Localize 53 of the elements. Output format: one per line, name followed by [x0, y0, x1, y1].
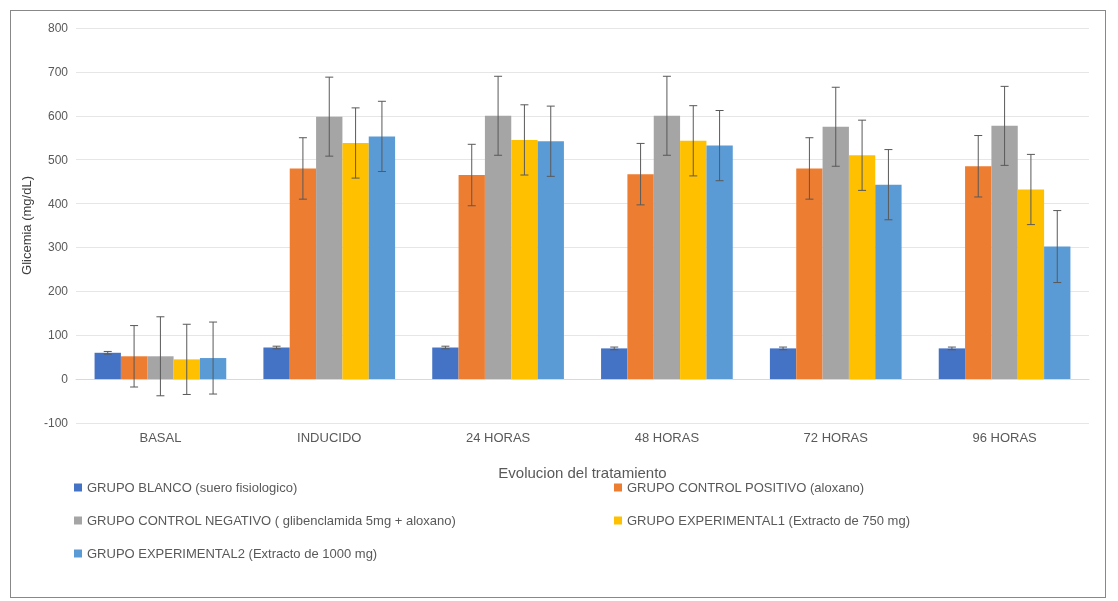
bar	[938, 348, 966, 380]
x-tick-label: 48 HORAS	[634, 430, 700, 445]
bar	[173, 359, 200, 380]
bar	[316, 116, 343, 380]
legend-label: GRUPO EXPERIMENTAL2 (Extracto de 1000 mg)	[87, 546, 378, 561]
x-tick-label: 72 HORAS	[803, 430, 869, 445]
x-tick-label: BASAL	[139, 430, 182, 445]
bar	[627, 174, 654, 380]
bar	[94, 352, 121, 380]
y-tick-label: 800	[47, 21, 69, 35]
bar	[796, 168, 823, 380]
legend-label: GRUPO BLANCO (suero fisiologico)	[87, 480, 298, 495]
bar	[706, 145, 733, 380]
bar	[484, 115, 512, 380]
bar	[822, 126, 849, 380]
bar	[848, 155, 876, 380]
y-tick-label: 600	[47, 108, 69, 123]
x-tick-label: INDUCIDO	[297, 430, 362, 445]
legend-label: GRUPO EXPERIMENTAL1 (Extracto de 750 mg)	[627, 513, 910, 528]
bar	[147, 356, 174, 380]
bar	[965, 166, 992, 380]
bar	[458, 175, 485, 380]
bar	[263, 347, 290, 380]
legend-label: GRUPO CONTROL NEGATIVO ( glibenclamida 5mg + aloxano)	[87, 513, 456, 528]
bar	[1044, 246, 1071, 380]
bar	[199, 358, 227, 380]
y-axis-title: Glicemia (mg/dL)	[19, 176, 35, 275]
y-tick-label: 700	[47, 64, 69, 79]
bar	[601, 348, 628, 380]
y-tick-label: 400	[47, 196, 69, 211]
bar	[289, 168, 317, 380]
bar	[769, 348, 797, 380]
y-tick-label: 300	[47, 240, 69, 255]
x-tick-label: 24 HORAS	[465, 430, 531, 445]
y-tick-label: 0	[61, 372, 69, 387]
bar	[991, 125, 1018, 380]
y-tick-label: 100	[47, 328, 69, 343]
bar	[653, 115, 681, 380]
bar	[511, 139, 538, 380]
bar	[537, 141, 564, 380]
bar	[680, 140, 707, 380]
x-axis-title: Evolucion del tratamiento	[498, 464, 667, 481]
bar	[432, 347, 459, 380]
bar	[1017, 189, 1045, 380]
y-tick-label: 500	[47, 152, 69, 167]
bar	[875, 184, 902, 380]
x-tick-label: 96 HORAS	[972, 430, 1038, 445]
bar	[342, 142, 369, 380]
legend-label: GRUPO CONTROL POSITIVO (aloxano)	[627, 480, 865, 495]
y-tick-label: 200	[47, 284, 69, 299]
bar	[120, 356, 148, 380]
y-tick-label: -100	[43, 416, 69, 430]
bar	[368, 136, 396, 380]
